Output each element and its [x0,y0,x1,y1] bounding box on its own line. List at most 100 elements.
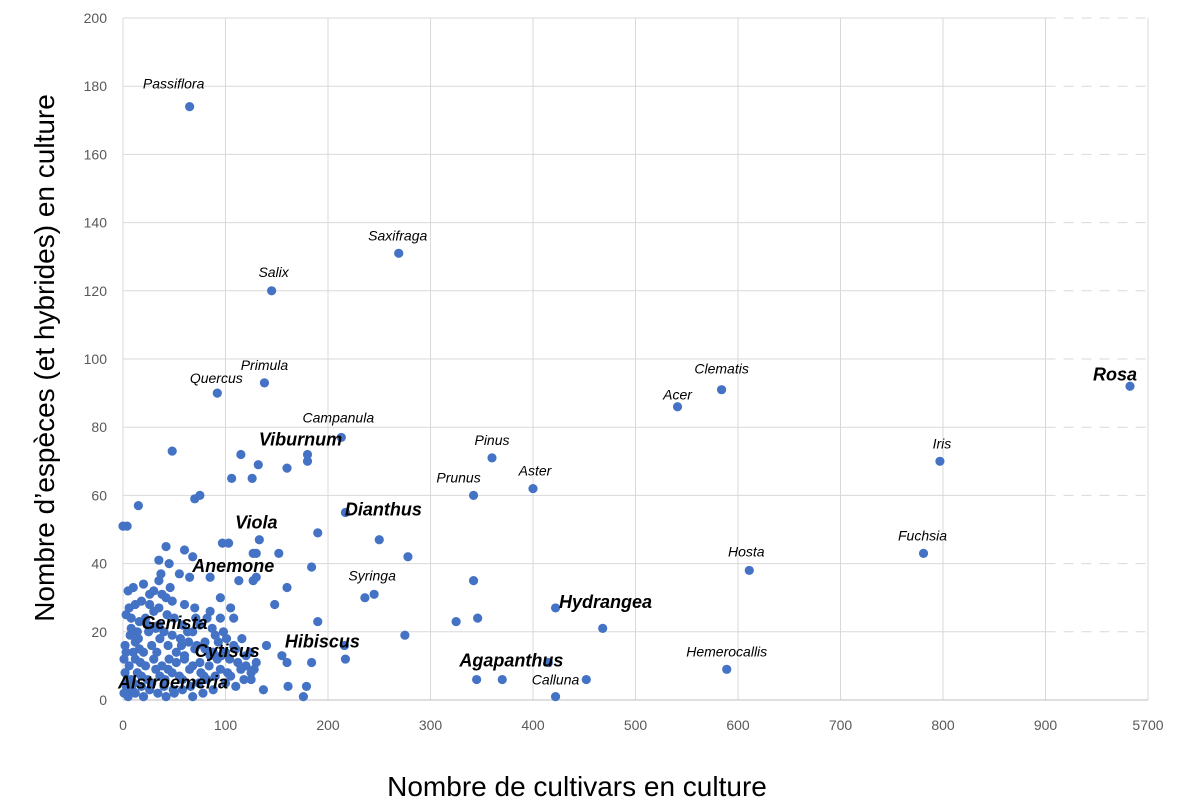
x-tick-label: 900 [1034,717,1058,733]
data-point [226,671,236,681]
point-label-hemerocallis: Hemerocallis [686,643,767,659]
data-point [171,647,181,657]
data-point [147,640,157,651]
point-label-anemone: Anemone [191,556,274,576]
data-point [283,681,293,691]
data-point [199,671,209,681]
data-point [154,555,164,565]
data-point [339,640,349,651]
point-label-calluna: Calluna [532,672,580,688]
data-point [221,634,232,644]
data-point [168,685,178,695]
data-point [744,565,754,576]
data-point [236,664,246,674]
point-label-saxifraga: Saxifraga [368,227,427,243]
data-point [336,432,346,443]
data-point [236,449,246,460]
data-point [473,613,483,623]
data-point [159,681,169,691]
data-point [400,630,410,640]
point-label-hosta: Hosta [728,543,765,559]
data-point [215,593,225,603]
data-point [175,634,185,644]
data-point [161,691,171,702]
point-label-syringa: Syringa [348,567,396,583]
x-tick-label: 5700 [1132,717,1163,733]
data-point [543,657,553,668]
data-point [248,576,258,586]
point-label-cytisus: Cytisus [195,641,260,661]
data-point [212,388,222,398]
data-point [135,657,146,668]
data-point [188,552,198,562]
point-label-pinus: Pinus [474,432,509,448]
point-label-iris: Iris [933,435,952,451]
data-point [125,630,135,640]
data-point [145,589,155,599]
point-label-clematis: Clematis [694,361,748,377]
data-point [394,248,404,258]
data-point [154,576,164,586]
data-point [261,640,272,651]
point-label-agapanthus: Agapanthus [458,650,563,670]
data-point [403,552,413,562]
data-point [234,576,244,586]
point-label-passiflora: Passiflora [143,76,205,92]
y-tick-label: 160 [84,146,108,162]
data-point [128,647,138,657]
x-tick-label: 0 [119,717,127,733]
data-point [144,627,154,637]
y-tick-label: 80 [91,419,107,435]
data-point [190,603,200,613]
data-point [195,620,205,630]
data-point [210,671,220,681]
data-point [204,661,214,671]
data-point [164,654,174,664]
data-point [126,623,136,633]
data-point [550,603,561,613]
data-point [194,678,204,688]
data-point [215,664,225,674]
data-point [177,685,188,695]
point-label-fuchsia: Fuchsia [898,527,947,543]
x-tick-label: 200 [316,717,340,733]
data-point [152,647,162,657]
data-point [179,599,190,610]
data-point [159,627,169,637]
y-tick-label: 100 [84,351,108,367]
data-point [374,535,384,545]
data-point [247,473,257,483]
data-point [246,674,256,685]
y-tick-label: 200 [84,10,108,26]
data-point [140,613,151,623]
data-point [155,634,165,644]
data-point [722,664,732,674]
point-label-prunus: Prunus [436,469,480,485]
data-point [160,674,170,685]
data-point [581,674,591,685]
data-point [179,545,190,555]
data-point [227,473,237,483]
data-point [179,651,190,661]
x-axis-title: Nombre de cultivars en culture [387,771,767,798]
data-point [301,681,312,691]
y-tick-label: 60 [91,487,107,503]
data-point [202,613,212,623]
y-axis-title: Nombre d’espèces (et hybrides) en cultur… [29,94,60,622]
point-label-genista: Genista [141,613,207,633]
data-point [188,691,198,702]
data-point [133,501,143,511]
data-point [163,640,173,651]
data-point [190,644,200,654]
data-point [207,623,217,633]
data-point [126,613,136,623]
data-point [120,668,130,678]
y-tick-label: 180 [84,78,108,94]
x-tick-label: 600 [726,717,750,733]
data-point [161,541,171,552]
data-point [190,494,200,504]
data-point [195,657,205,668]
data-point [184,637,194,647]
data-point [468,490,479,500]
